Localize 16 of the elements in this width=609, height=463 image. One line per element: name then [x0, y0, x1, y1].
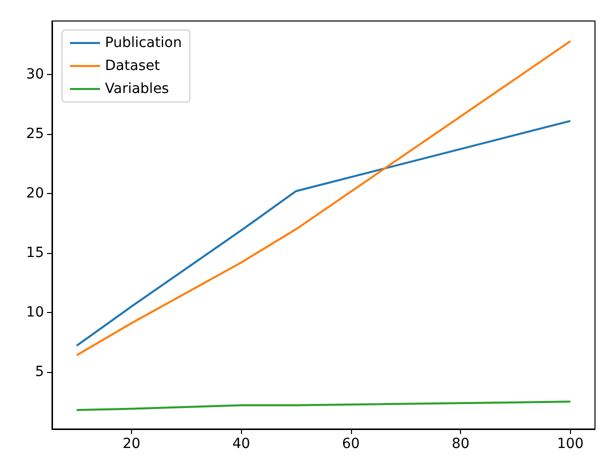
line-series	[76, 120, 572, 347]
x-tick-label: 100	[556, 436, 584, 452]
x-tick-label: 20	[122, 436, 140, 452]
y-tick-label: 20	[26, 185, 44, 202]
y-tick-label: 5	[35, 364, 44, 380]
legend-label: Variables	[105, 81, 169, 97]
y-tick-label: 10	[26, 304, 44, 320]
x-tick-label: 60	[342, 436, 360, 452]
legend-label: Publication	[105, 35, 182, 51]
legend-label: Dataset	[105, 58, 160, 74]
x-tick-label: 80	[452, 436, 470, 452]
y-tick-label: 15	[26, 244, 44, 261]
y-tick-label: 30	[26, 66, 44, 83]
line-series	[76, 400, 572, 411]
y-tick-label: 25	[26, 126, 44, 142]
x-tick-label: 40	[232, 436, 250, 452]
